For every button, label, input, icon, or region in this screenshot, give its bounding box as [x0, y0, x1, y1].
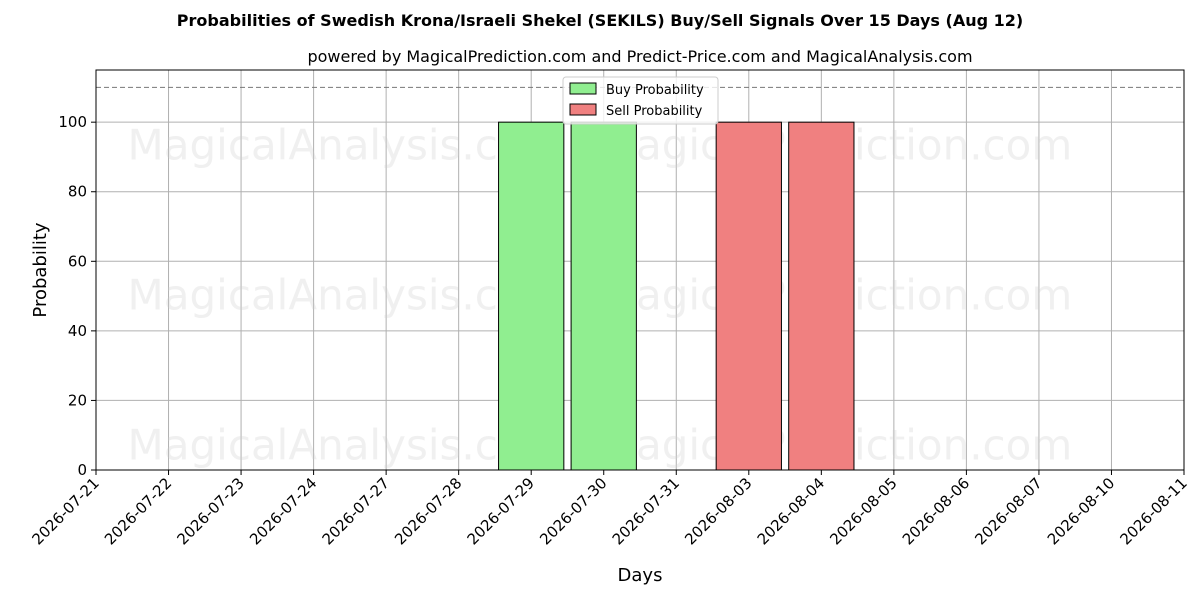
- chart-subtitle: powered by MagicalPrediction.com and Pre…: [307, 47, 972, 66]
- plot-frame: [95, 69, 1185, 471]
- x-tick-label: 2026-08-05: [826, 474, 900, 548]
- x-tick-label: 2026-07-31: [609, 474, 683, 548]
- y-tick-label: 100: [58, 113, 87, 131]
- x-tick-label: 2026-07-24: [246, 474, 320, 548]
- x-tick-label: 2026-07-23: [174, 474, 248, 548]
- watermark-text: MagicalAnalysis.com: [128, 271, 565, 320]
- x-tick-label: 2026-07-27: [319, 474, 393, 548]
- y-tick-label: 80: [68, 183, 87, 201]
- x-tick-label: 2026-07-21: [28, 474, 102, 548]
- watermark-text: MagicalAnalysis.com: [128, 121, 565, 170]
- sell-bar: [715, 121, 782, 471]
- x-tick-label: 2026-08-03: [681, 474, 755, 548]
- legend-label-buy: Buy Probability: [606, 83, 704, 98]
- x-axis-label: Days: [618, 565, 663, 586]
- x-tick-label: 2026-08-10: [1044, 474, 1118, 548]
- y-tick-label: 0: [77, 461, 87, 479]
- x-tick-label: 2026-07-30: [536, 474, 610, 548]
- legend: Buy Probability Sell Probability: [562, 76, 719, 125]
- buy-bar: [498, 121, 565, 471]
- x-tick-label: 2026-07-28: [391, 474, 465, 548]
- watermark-text: MagicalAnalysis.com: [128, 421, 565, 470]
- x-tick-label: 2026-08-04: [754, 474, 828, 548]
- y-tick-label: 20: [68, 391, 87, 409]
- y-tick-label: 60: [68, 252, 87, 270]
- x-tick-label: 2026-08-07: [971, 474, 1045, 548]
- legend-swatch-buy: [569, 82, 597, 95]
- chart-title: Probabilities of Swedish Krona/Israeli S…: [177, 11, 1023, 30]
- sell-bar: [788, 121, 855, 471]
- y-axis: 0 20 40 60 80 100: [58, 113, 96, 479]
- y-axis-label: Probability: [30, 222, 51, 317]
- x-tick-label: 2026-07-29: [464, 474, 538, 548]
- legend-box: [562, 76, 719, 125]
- x-tick-label: 2026-07-22: [101, 474, 175, 548]
- bars: [498, 121, 855, 471]
- x-axis: 2026-07-212026-07-222026-07-232026-07-24…: [28, 470, 1191, 548]
- x-tick-label: 2026-08-06: [899, 474, 973, 548]
- y-tick-label: 40: [68, 322, 87, 340]
- legend-label-sell: Sell Probability: [606, 104, 703, 119]
- x-tick-label: 2026-08-11: [1116, 474, 1190, 548]
- buy-bar: [570, 121, 637, 471]
- legend-swatch-sell: [569, 103, 597, 116]
